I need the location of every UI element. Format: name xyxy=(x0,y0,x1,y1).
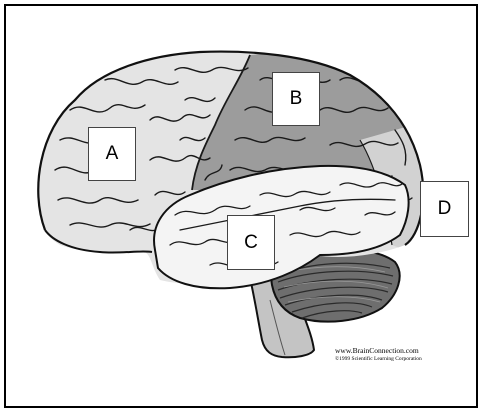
label-c: C xyxy=(227,215,275,270)
label-b: B xyxy=(272,72,320,126)
credit-copyright: ©1999 Scientific Learning Corporation xyxy=(335,356,422,362)
label-d: D xyxy=(420,181,469,237)
label-a: A xyxy=(88,127,136,181)
credit-text: www.BrainConnection.com ©1999 Scientific… xyxy=(335,346,465,362)
credit-site: www.BrainConnection.com xyxy=(335,346,419,355)
cerebellum xyxy=(270,248,401,323)
